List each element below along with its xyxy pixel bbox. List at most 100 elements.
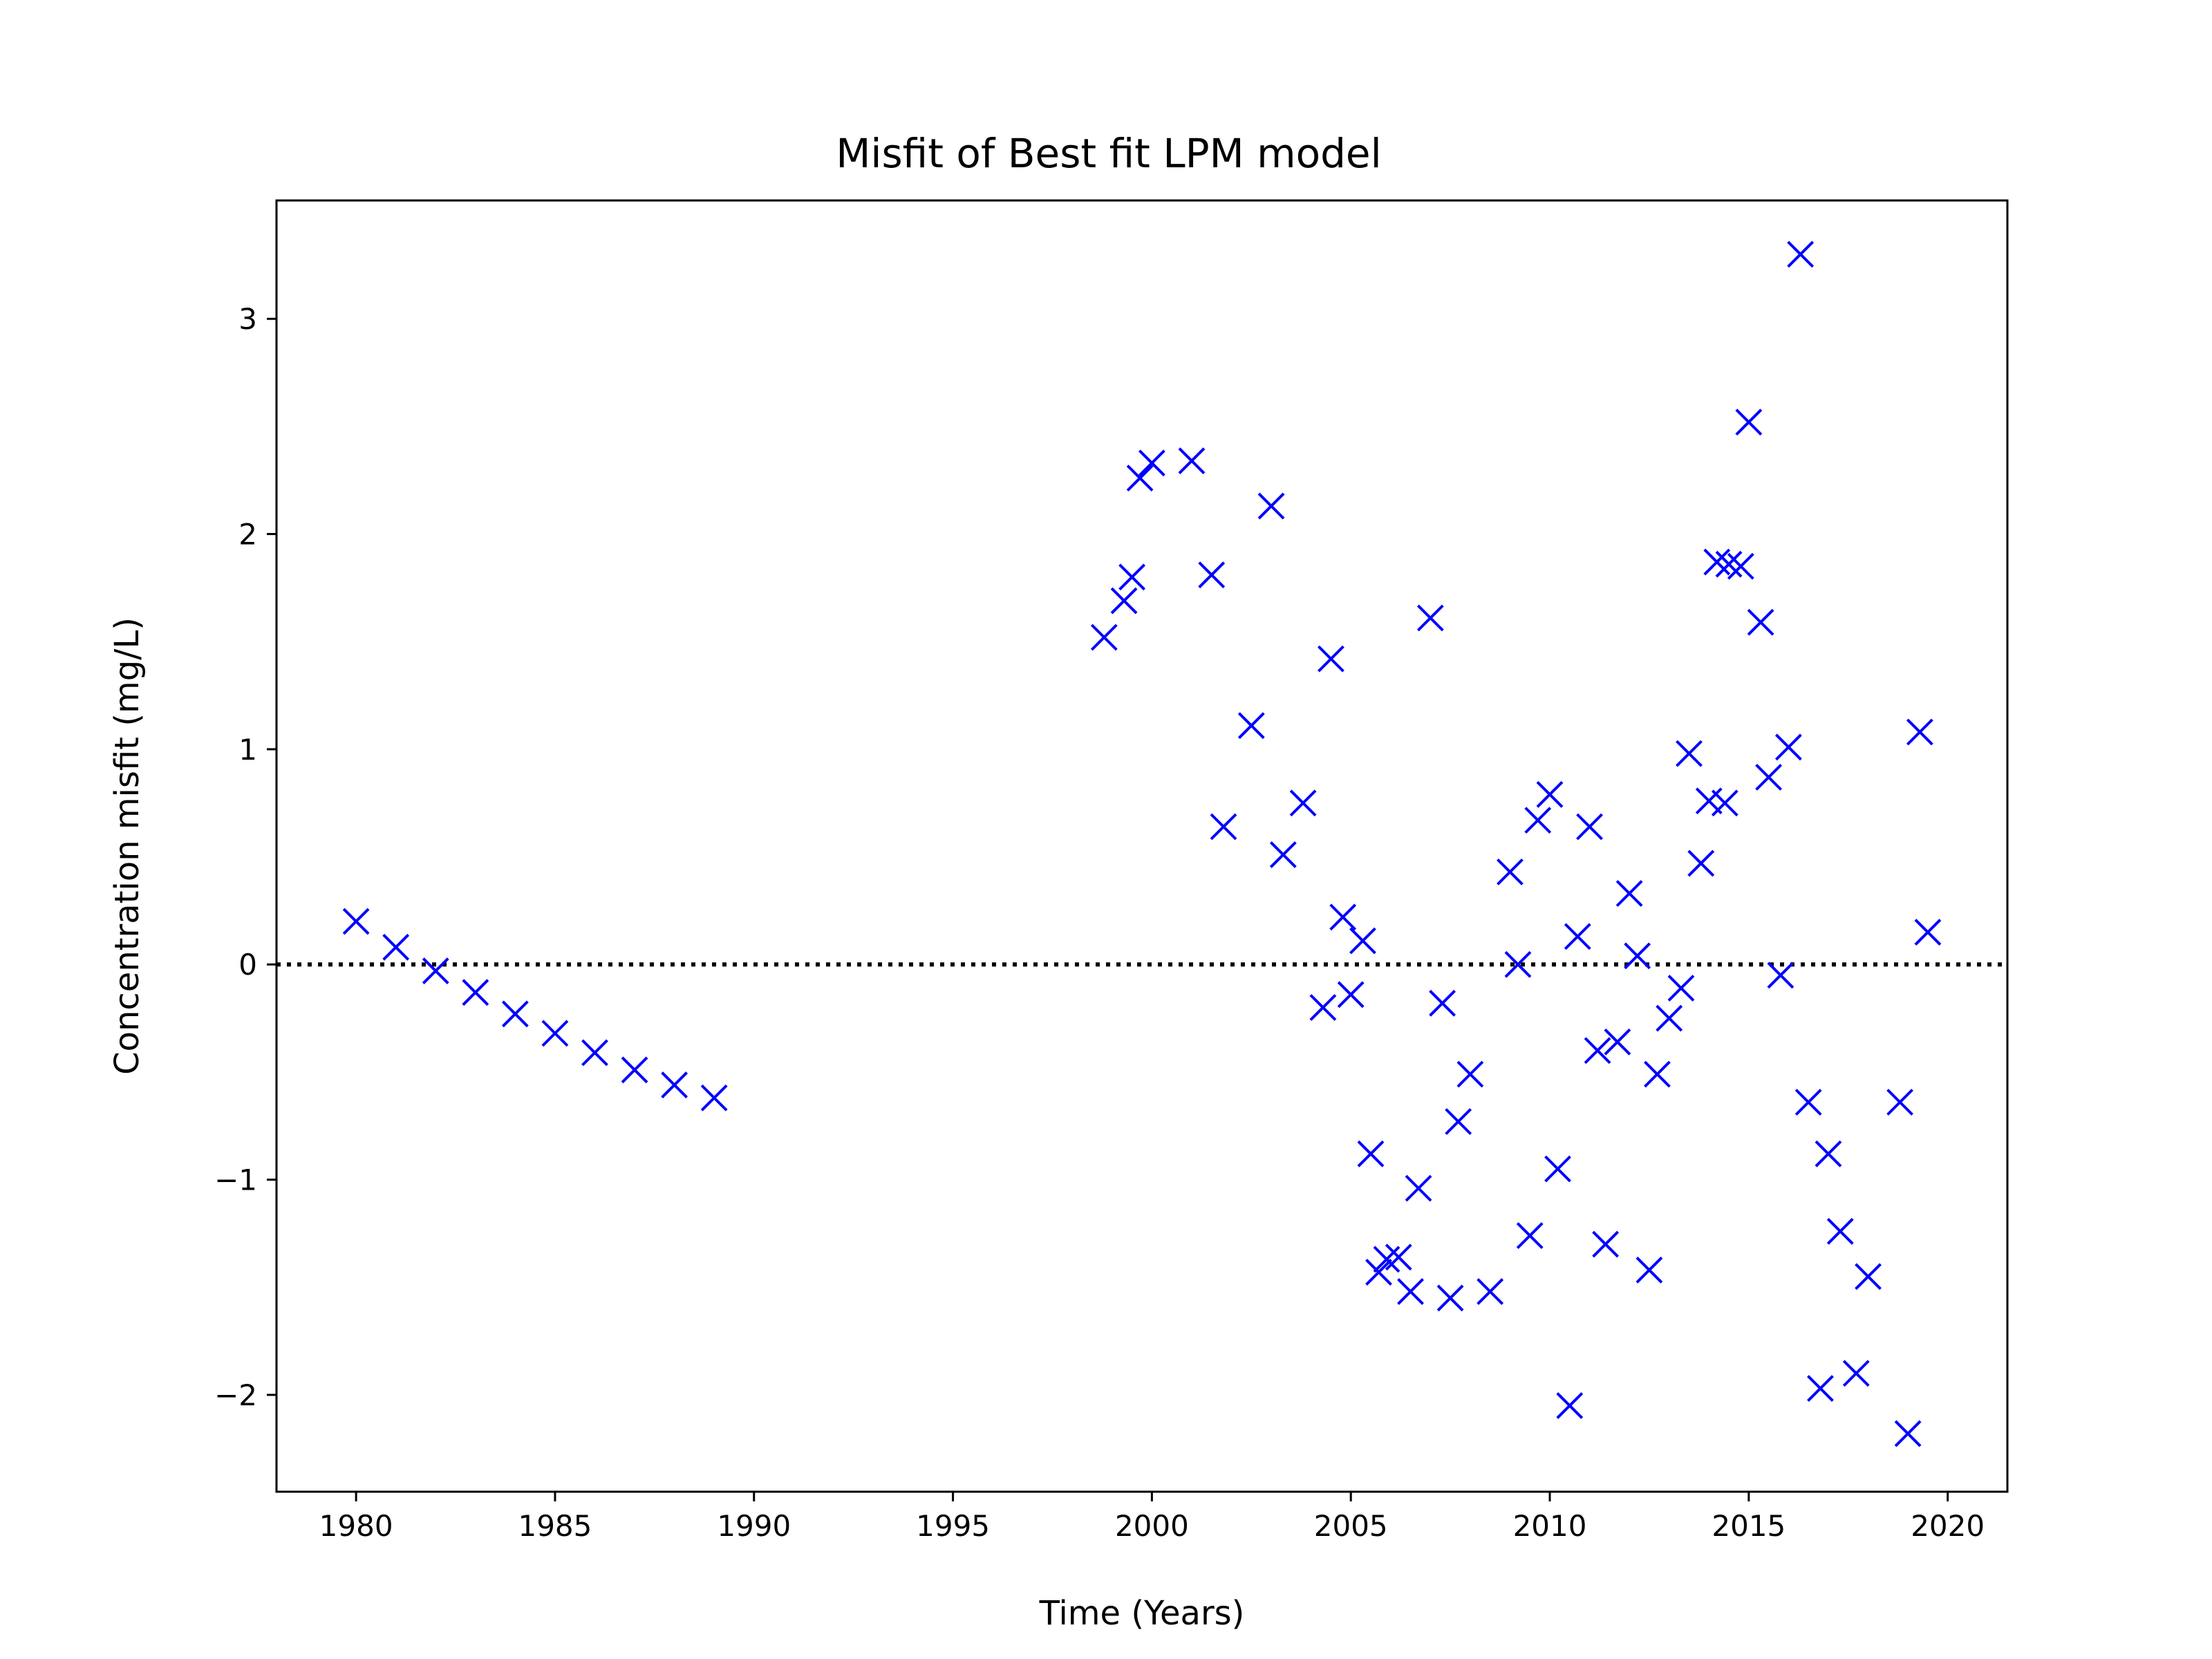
data-point: [1436, 1284, 1464, 1312]
data-point: [1456, 1060, 1484, 1088]
data-point: [621, 1056, 648, 1084]
x-tick-label: 2020: [1911, 1509, 1985, 1543]
data-point: [1604, 1028, 1631, 1056]
data-point: [1774, 733, 1802, 761]
data-point: [1269, 841, 1297, 868]
data-point: [1556, 1392, 1584, 1419]
y-axis-ticks: −2 −1 0 1 2 3: [214, 302, 276, 1412]
data-point: [1118, 563, 1146, 591]
data-point: [700, 1084, 728, 1112]
data-point: [1687, 850, 1715, 877]
data-point: [1309, 994, 1337, 1021]
x-tick-label: 1995: [916, 1509, 990, 1543]
data-point: [541, 1020, 569, 1047]
data-point: [1576, 813, 1604, 841]
x-axis-label: Time (Years): [1039, 1594, 1245, 1633]
y-tick-label: −1: [214, 1163, 257, 1197]
data-point: [1126, 465, 1154, 492]
data-point: [1767, 962, 1794, 989]
x-tick-label: 1990: [717, 1509, 791, 1543]
data-point: [1735, 409, 1763, 436]
data-point: [1349, 927, 1376, 955]
data-point: [1405, 1174, 1432, 1202]
data-point: [1445, 1108, 1472, 1135]
data-points-layer: [342, 241, 1942, 1447]
plot-background: [276, 200, 2007, 1492]
data-point: [1536, 780, 1564, 808]
data-point: [1337, 981, 1365, 1009]
data-point: [1592, 1230, 1620, 1258]
data-point: [1644, 1060, 1671, 1088]
data-point: [1894, 1420, 1922, 1447]
data-point: [1842, 1360, 1870, 1387]
data-point: [1237, 712, 1265, 740]
data-point: [1497, 858, 1524, 885]
data-point: [1544, 1155, 1571, 1183]
data-point: [1477, 1278, 1504, 1305]
data-point: [1815, 1140, 1842, 1168]
x-tick-label: 1980: [319, 1509, 393, 1543]
data-point: [1257, 492, 1285, 520]
data-point: [462, 979, 489, 1006]
x-axis-ticks: 1980 1985 1990 1995 2000 2005 2010 2015 2020: [319, 1492, 1985, 1543]
data-point: [1715, 550, 1743, 578]
data-point: [1711, 789, 1738, 817]
data-point: [1886, 1089, 1913, 1116]
data-point: [501, 1000, 529, 1028]
data-point: [1584, 1037, 1611, 1065]
data-point: [1365, 1259, 1392, 1286]
data-point: [1198, 561, 1226, 589]
data-point: [1564, 923, 1591, 950]
data-point: [1635, 1256, 1663, 1284]
x-tick-label: 2000: [1115, 1509, 1189, 1543]
data-point: [1090, 624, 1118, 651]
data-point: [1787, 241, 1815, 268]
data-point: [1318, 645, 1344, 673]
data-point: [1807, 1375, 1834, 1402]
y-tick-label: 0: [238, 948, 257, 982]
data-point: [1656, 1004, 1683, 1032]
data-point: [1429, 989, 1456, 1017]
chart-title: Misfit of Best fit LPM model: [836, 130, 1381, 177]
y-axis-label: Concentration misfit (mg/L): [108, 617, 147, 1075]
plot-frame: [275, 199, 2009, 1493]
data-point: [422, 957, 449, 984]
data-point: [661, 1071, 688, 1098]
y-tick-label: −2: [214, 1378, 257, 1412]
data-point: [1703, 548, 1731, 576]
data-point: [1397, 1278, 1424, 1305]
data-point: [382, 933, 410, 961]
data-point: [1624, 942, 1651, 970]
data-point: [1747, 608, 1774, 636]
y-tick-label: 2: [238, 518, 257, 552]
data-point: [1416, 604, 1444, 632]
data-point: [1138, 449, 1165, 477]
data-point: [1178, 447, 1206, 475]
data-point: [1210, 813, 1237, 841]
data-point: [1914, 919, 1942, 946]
y-tick-label: 3: [238, 302, 257, 336]
data-point: [342, 908, 370, 935]
data-point: [1855, 1263, 1882, 1291]
x-tick-label: 2005: [1314, 1509, 1388, 1543]
data-point: [1906, 718, 1933, 746]
data-point: [1504, 950, 1532, 978]
data-point: [1755, 763, 1783, 791]
y-tick-label: 1: [238, 733, 257, 767]
data-point: [1516, 1222, 1544, 1249]
data-point: [1373, 1246, 1400, 1273]
data-point: [1727, 552, 1754, 580]
x-tick-label: 2010: [1513, 1509, 1587, 1543]
data-point: [1667, 975, 1695, 1002]
data-point: [581, 1039, 608, 1067]
data-point: [1357, 1140, 1385, 1168]
data-point: [1385, 1244, 1412, 1271]
plot-area: [275, 199, 2009, 1493]
data-point: [1615, 880, 1643, 907]
data-point: [1524, 807, 1552, 834]
data-point: [1826, 1217, 1854, 1245]
x-tick-label: 2015: [1712, 1509, 1785, 1543]
data-point: [1329, 903, 1357, 931]
data-point: [1794, 1089, 1822, 1116]
data-point: [1289, 789, 1317, 817]
